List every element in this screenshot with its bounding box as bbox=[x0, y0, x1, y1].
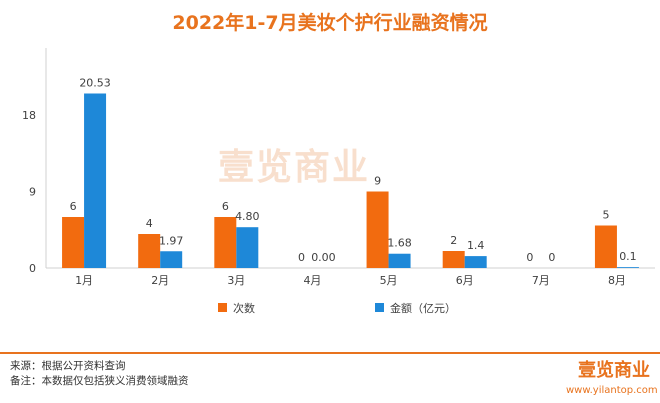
bar-amount bbox=[160, 251, 183, 268]
y-tick-label: 0 bbox=[29, 262, 36, 275]
data-label: 6 bbox=[222, 200, 229, 213]
bar-amount bbox=[616, 267, 639, 268]
data-label: 4 bbox=[146, 217, 153, 230]
y-axis-ticks: 0 9 18 bbox=[22, 109, 36, 275]
bars-group: 6 20.53 4 1.97 6 4.80 0 0.00 9 1.68 2 1.4 0 0 5 0.1 bbox=[62, 76, 639, 269]
bar-amount bbox=[388, 253, 411, 268]
watermark: 壹览商业 bbox=[218, 147, 371, 188]
x-tick-label: 4月 bbox=[303, 274, 321, 287]
legend-swatch bbox=[218, 303, 227, 312]
brand-url: www.yilantop.com bbox=[566, 385, 658, 396]
bar-amount bbox=[84, 93, 107, 269]
data-label: 5 bbox=[602, 209, 609, 222]
data-label: 0.00 bbox=[311, 251, 336, 264]
data-label: 9 bbox=[374, 175, 381, 188]
chart-title: 2022年1-7月美妆个护行业融资情况 bbox=[172, 12, 488, 34]
data-label: 0 bbox=[548, 251, 555, 264]
source-note: 来源：根据公开资料查询 bbox=[10, 360, 126, 372]
data-label: 20.53 bbox=[79, 76, 111, 89]
x-tick-label: 2月 bbox=[151, 274, 169, 287]
data-label: 0.1 bbox=[619, 250, 637, 263]
bar-amount bbox=[464, 256, 487, 268]
bar-count bbox=[138, 234, 161, 268]
data-label: 1.97 bbox=[159, 234, 184, 247]
legend-swatch bbox=[375, 303, 384, 312]
bar-chart: 0 9 18 6 20.53 4 1.97 6 4.80 0 0.00 9 1.68 2 1.4 0 0 5 0.… bbox=[22, 48, 655, 315]
data-label: 2 bbox=[450, 234, 457, 247]
x-tick-label: 8月 bbox=[608, 274, 626, 287]
brand-logo: 壹览商业 bbox=[578, 360, 650, 381]
remark-note: 备注：本数据仅包括狭义消费领域融资 bbox=[10, 375, 189, 387]
x-tick-label: 1月 bbox=[75, 274, 93, 287]
x-axis-categories: 1月 2月 3月 4月 5月 6月 7月 8月 bbox=[75, 274, 626, 287]
data-label: 4.80 bbox=[235, 210, 260, 223]
x-tick-label: 5月 bbox=[380, 274, 398, 287]
bar-count bbox=[62, 217, 85, 268]
bar-count bbox=[594, 225, 617, 268]
y-tick-label: 18 bbox=[22, 109, 36, 122]
data-label: 0 bbox=[526, 251, 533, 264]
x-tick-label: 6月 bbox=[456, 274, 474, 287]
data-label: 1.68 bbox=[387, 237, 412, 250]
footer-divider bbox=[0, 352, 660, 354]
legend-label: 金额（亿元） bbox=[390, 301, 456, 315]
bar-amount bbox=[236, 227, 259, 268]
legend-label: 次数 bbox=[233, 301, 255, 315]
bar-count bbox=[366, 191, 389, 268]
data-label: 6 bbox=[70, 200, 77, 213]
legend: 次数 金额（亿元） bbox=[218, 301, 456, 315]
x-tick-label: 3月 bbox=[227, 274, 245, 287]
x-tick-label: 7月 bbox=[532, 274, 550, 287]
data-label: 1.4 bbox=[467, 239, 485, 252]
bar-count bbox=[214, 217, 237, 268]
y-tick-label: 9 bbox=[29, 186, 36, 199]
bar-count bbox=[442, 251, 465, 268]
data-label: 0 bbox=[298, 251, 305, 264]
